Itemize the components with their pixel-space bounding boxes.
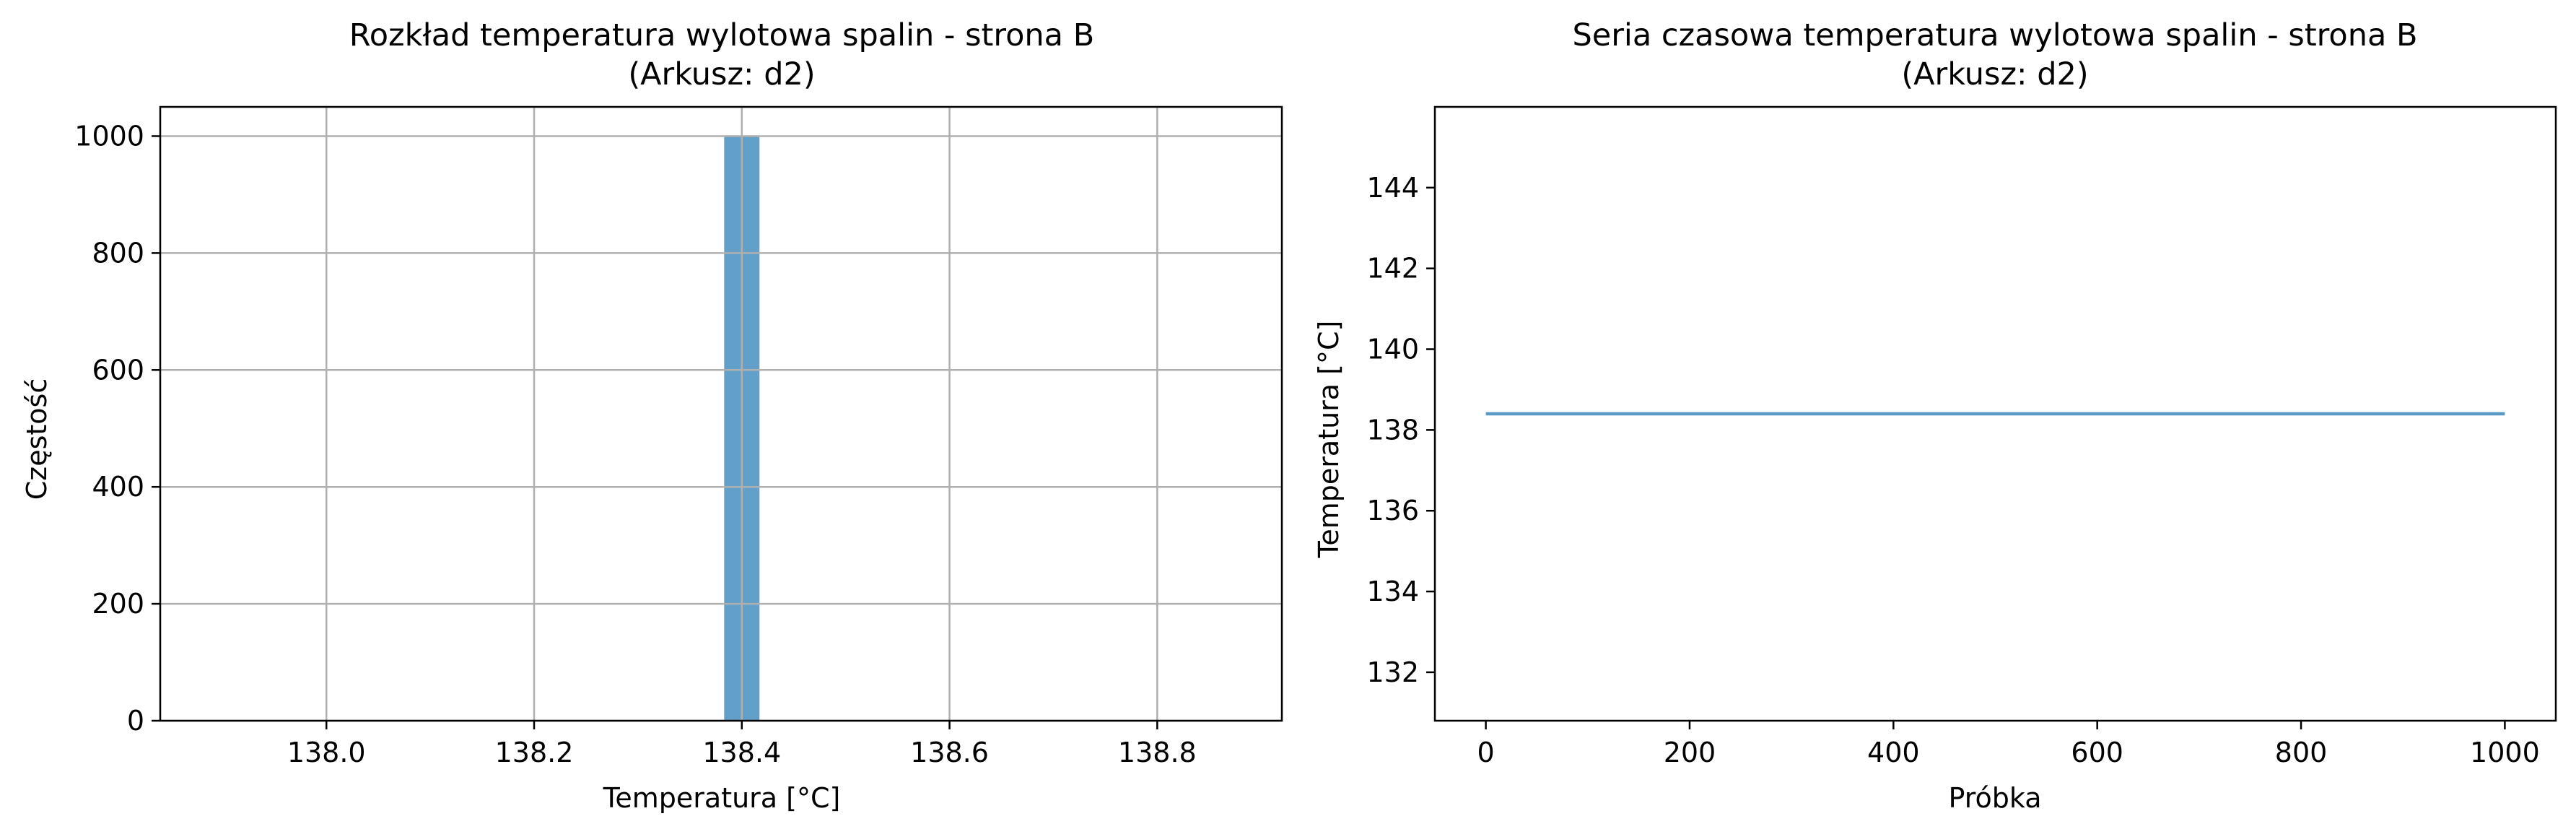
y-tick-label: 140 (1366, 334, 1419, 365)
histogram-bars (724, 136, 760, 721)
histogram-grid (160, 107, 1282, 722)
histogram-xlabel: Temperatura [°C] (603, 782, 841, 814)
x-tick-label: 138.4 (702, 737, 781, 768)
x-tick-label: 138.2 (495, 737, 574, 768)
histogram-ylabel: Częstość (21, 378, 53, 500)
histogram-ticks: 138.0 138.2 138.4 138.6 138.8 0 200 400 600 800 10… (74, 120, 1196, 768)
y-tick-label: 136 (1366, 495, 1419, 526)
x-tick-label: 138.8 (1118, 737, 1197, 768)
timeseries-title-line1: Seria czasowa temperatura wylotowa spali… (1573, 17, 2418, 53)
y-tick-label: 600 (92, 354, 144, 386)
timeseries-title-line2: (Arkusz: d2) (1901, 56, 2088, 92)
timeseries-plot-frame (1433, 105, 2557, 722)
y-tick-label: 0 (127, 705, 144, 737)
x-tick-label: 400 (1867, 737, 1920, 768)
y-tick-label: 134 (1366, 576, 1419, 607)
timeseries-ticks: 0 200 400 600 800 1000 132 134 136 138 140 142 144 (1366, 172, 2539, 768)
timeseries-ylabel: Temperatura [°C] (1313, 321, 1345, 559)
x-tick-label: 200 (1664, 737, 1716, 768)
histogram-title-line1: Rozkład temperatura wylotowa spalin - st… (349, 17, 1094, 53)
y-tick-label: 132 (1366, 656, 1419, 688)
y-tick-label: 144 (1366, 172, 1419, 204)
y-tick-label: 142 (1366, 253, 1419, 285)
histogram-chart: Rozkład temperatura wylotowa spalin - st… (21, 17, 1283, 814)
timeseries-xlabel: Próbka (1948, 782, 2041, 814)
x-tick-label: 138.6 (910, 737, 989, 768)
y-tick-label: 800 (92, 237, 144, 269)
y-tick-label: 400 (92, 471, 144, 503)
x-tick-label: 1000 (2470, 737, 2540, 768)
x-tick-label: 138.0 (287, 737, 366, 768)
histogram-title-line2: (Arkusz: d2) (628, 56, 815, 92)
x-tick-label: 0 (1477, 737, 1494, 768)
histogram-plot-frame (159, 105, 1283, 722)
histogram-bar (741, 136, 760, 721)
y-tick-label: 138 (1366, 414, 1419, 446)
timeseries-chart: Seria czasowa temperatura wylotowa spali… (1313, 17, 2557, 814)
x-tick-label: 600 (2071, 737, 2123, 768)
histogram-bar (724, 136, 742, 721)
y-tick-label: 1000 (74, 120, 144, 152)
x-tick-label: 800 (2275, 737, 2328, 768)
y-tick-label: 200 (92, 588, 144, 620)
